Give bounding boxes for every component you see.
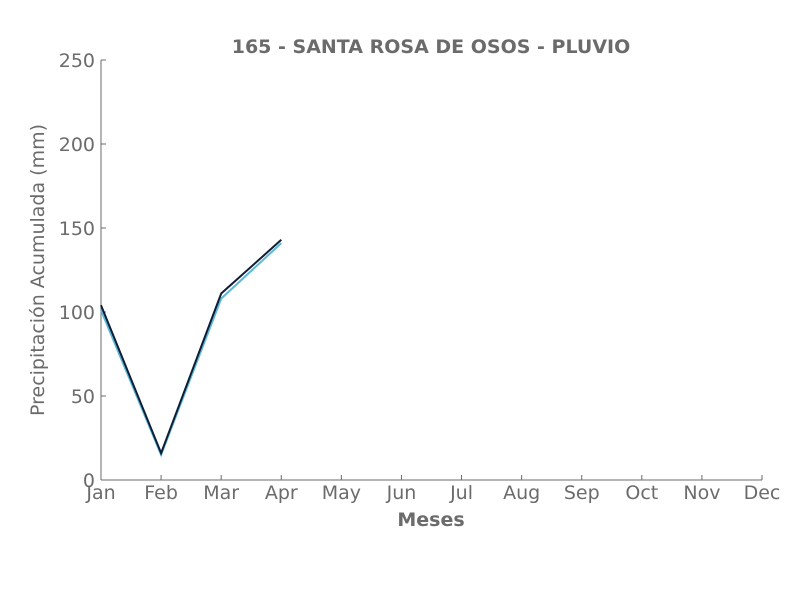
y-axis-label: Precipitación Acumulada (mm) — [27, 124, 49, 416]
x-tick-label: Oct — [625, 482, 658, 504]
x-tick-label: Jan — [85, 482, 115, 504]
x-tick-label: Jun — [386, 482, 417, 504]
x-tick-label: Sep — [564, 482, 600, 504]
y-tick-label: 0 — [83, 470, 95, 492]
x-tick-label: Mar — [203, 482, 239, 504]
chart-title: 165 - SANTA ROSA DE OSOS - PLUVIO — [232, 36, 631, 58]
x-tick-label: May — [322, 482, 361, 504]
axes: 0 50 100 150 200 250 Jan Feb Mar Apr May Jun Jul Aug S… — [59, 50, 781, 504]
x-tick-label: Nov — [683, 482, 720, 504]
series-layer — [100, 239, 282, 458]
x-tick-label: Apr — [265, 482, 298, 504]
series-line-1 — [100, 242, 282, 458]
y-tick-label: 50 — [71, 386, 95, 408]
series-line-2 — [100, 239, 282, 456]
y-tick-label: 200 — [59, 134, 95, 156]
x-tick-label: Aug — [503, 482, 540, 504]
y-tick-label: 250 — [59, 50, 95, 72]
y-tick-label: 100 — [59, 302, 95, 324]
y-tick-label: 150 — [59, 218, 95, 240]
x-tick-label: Feb — [144, 482, 178, 504]
x-axis-label: Meses — [397, 509, 464, 531]
x-tick-label: Dec — [744, 482, 781, 504]
x-tick-label: Jul — [449, 482, 473, 504]
